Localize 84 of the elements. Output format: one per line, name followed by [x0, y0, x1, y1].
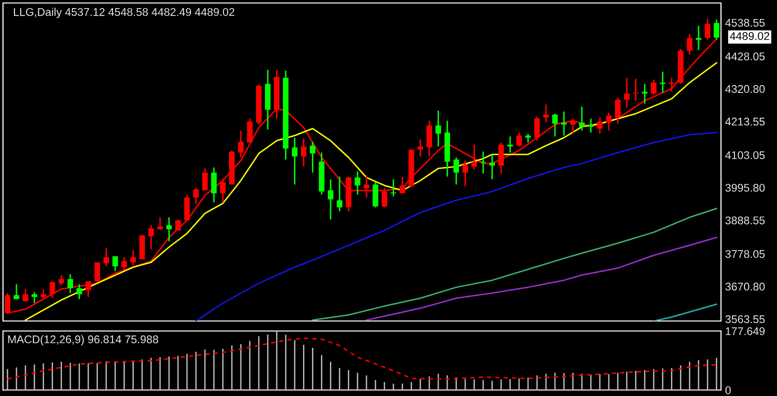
candlestick: [354, 170, 360, 196]
candlestick: [615, 96, 621, 124]
candlestick: [68, 273, 74, 294]
candlestick: [130, 249, 136, 266]
candlestick: [94, 262, 100, 283]
candlestick: [696, 25, 702, 51]
candlestick: [328, 178, 334, 220]
candlestick: [238, 130, 244, 158]
candlestick: [372, 182, 378, 208]
candlestick: [453, 156, 460, 186]
candlestick: [561, 110, 567, 136]
candlestick: [202, 168, 208, 191]
y-tick-label: 4538.55: [725, 18, 765, 27]
y-tick-label: 4428.05: [725, 52, 765, 60]
line-series: [195, 132, 718, 321]
candlestick: [489, 154, 495, 180]
candlestick: [211, 166, 217, 204]
candlestick: [436, 110, 442, 148]
candlestick: [426, 120, 432, 158]
y-tick-label: 4320.80: [725, 85, 765, 93]
y-tick-label: 4213.55: [725, 118, 765, 126]
candlestick: [588, 118, 594, 134]
candlestick: [148, 224, 154, 250]
line-series: [312, 208, 718, 321]
candlestick: [22, 288, 28, 302]
candlestick: [58, 274, 64, 286]
candlestick: [552, 112, 558, 138]
candlestick: [40, 288, 46, 299]
candlestick: [247, 118, 253, 144]
candlestick: [336, 176, 342, 212]
candlestick: [400, 176, 406, 194]
y-tick-label: 4103.05: [725, 151, 765, 160]
y-tick-label: 177.649: [726, 327, 765, 336]
candlestick: [32, 291, 38, 304]
candlestick: [184, 194, 190, 222]
line-series: [366, 236, 718, 321]
candlestick: [606, 112, 612, 132]
y-tick-label: 3778.05: [725, 250, 765, 258]
candlestick: [471, 144, 477, 170]
candlestick: [121, 256, 127, 271]
candlestick: [390, 178, 396, 198]
y-tick-label: 3995.80: [725, 184, 765, 192]
candlestick: [292, 136, 298, 186]
candlestick: [498, 142, 504, 174]
candlestick: [534, 116, 540, 142]
y-tick-label: 3888.55: [725, 216, 765, 224]
candlestick: [166, 216, 172, 242]
candlestick: [579, 106, 585, 132]
candlestick: [85, 280, 92, 298]
candlestick: [704, 18, 710, 40]
line-series: [6, 337, 718, 380]
candlestick: [103, 248, 109, 267]
chart-title: MACD(12,26,9) 96.814 75.988: [8, 335, 158, 346]
candlestick: [310, 140, 316, 174]
candlestick: [650, 78, 656, 96]
y-tick-label: 0: [725, 386, 731, 394]
candlestick: [76, 284, 82, 300]
candlestick: [543, 104, 549, 124]
y-tick-label: 3670.80: [725, 282, 765, 291]
candlestick: [624, 77, 630, 108]
candlestick: [597, 116, 603, 134]
candlestick: [300, 138, 306, 168]
candlestick: [714, 18, 720, 40]
candlestick: [660, 71, 666, 94]
candlestick: [220, 178, 226, 204]
candlestick: [516, 132, 522, 148]
candlestick: [668, 77, 674, 92]
text: 4489.02: [730, 32, 770, 40]
candlestick: [418, 138, 424, 158]
candlestick: [50, 280, 56, 299]
chart-title: LLG,Daily 4537.12 4548.58 4482.49 4489.02: [14, 8, 234, 18]
candlestick: [570, 118, 576, 134]
candlestick: [480, 150, 486, 174]
candlestick: [507, 136, 513, 154]
candlestick: [14, 284, 20, 300]
candlestick: [686, 33, 692, 56]
candlestick: [175, 218, 181, 232]
candlestick: [364, 174, 370, 198]
y-tick-label: 3563.55: [725, 315, 765, 324]
candlestick: [382, 188, 388, 208]
candlestick: [632, 78, 639, 102]
candlestick: [193, 186, 199, 205]
candlestick: [462, 160, 468, 188]
candlestick: [112, 256, 118, 272]
